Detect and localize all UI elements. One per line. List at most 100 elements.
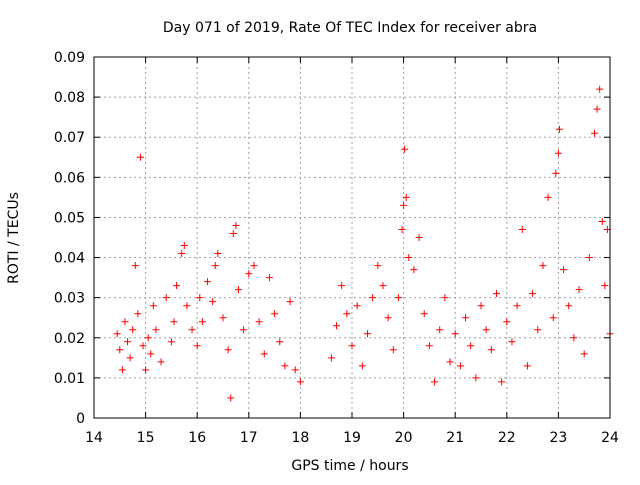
- data-point: [147, 350, 155, 358]
- x-tick-label: 24: [601, 430, 619, 446]
- data-point: [384, 314, 392, 322]
- y-tick-label: 0.07: [54, 130, 85, 146]
- data-point: [134, 310, 142, 318]
- data-point: [513, 302, 521, 310]
- data-point: [131, 262, 139, 270]
- data-point: [327, 354, 335, 362]
- y-tick-label: 0: [76, 411, 85, 427]
- data-point: [178, 250, 186, 258]
- x-tick-label: 15: [137, 430, 155, 446]
- data-point: [198, 318, 206, 326]
- data-point: [245, 270, 253, 278]
- data-point: [401, 145, 409, 153]
- data-point: [183, 302, 191, 310]
- data-point: [113, 330, 121, 338]
- data-point: [271, 310, 279, 318]
- data-point: [149, 302, 157, 310]
- grid-lines: [94, 57, 610, 418]
- data-point: [136, 153, 144, 161]
- data-point: [585, 254, 593, 262]
- data-point: [338, 282, 346, 290]
- data-point: [255, 318, 263, 326]
- y-tick-label: 0.01: [54, 371, 85, 387]
- data-point: [549, 314, 557, 322]
- data-point: [425, 342, 433, 350]
- data-point: [467, 342, 475, 350]
- data-point: [601, 282, 609, 290]
- data-point: [570, 334, 578, 342]
- data-point: [121, 318, 129, 326]
- data-point: [144, 334, 152, 342]
- data-point: [219, 314, 227, 322]
- data-point: [232, 221, 240, 229]
- data-point: [436, 326, 444, 334]
- data-point: [348, 342, 356, 350]
- data-point: [211, 262, 219, 270]
- data-point: [405, 254, 413, 262]
- data-point: [534, 326, 542, 334]
- data-point: [162, 294, 170, 302]
- data-point: [400, 201, 408, 209]
- data-point: [214, 250, 222, 258]
- x-tick-label: 21: [446, 430, 464, 446]
- data-point: [240, 326, 248, 334]
- data-point: [265, 274, 273, 282]
- data-point: [508, 338, 516, 346]
- data-point: [333, 322, 341, 330]
- data-point: [126, 354, 134, 362]
- data-points: [113, 85, 614, 402]
- data-point: [598, 217, 606, 225]
- data-point: [596, 85, 604, 93]
- data-point: [456, 362, 464, 370]
- data-point: [498, 378, 506, 386]
- data-point: [234, 286, 242, 294]
- data-point: [358, 362, 366, 370]
- y-tick-label: 0.08: [54, 90, 85, 106]
- data-point: [118, 366, 126, 374]
- data-point: [227, 394, 235, 402]
- data-point: [420, 310, 428, 318]
- data-point: [343, 310, 351, 318]
- data-point: [462, 314, 470, 322]
- x-tick-label: 17: [240, 430, 258, 446]
- y-tick-label: 0.05: [54, 210, 85, 226]
- data-point: [544, 193, 552, 201]
- data-point: [196, 294, 204, 302]
- data-point: [286, 298, 294, 306]
- data-point: [560, 266, 568, 274]
- data-point: [369, 294, 377, 302]
- data-point: [529, 290, 537, 298]
- data-point: [124, 338, 132, 346]
- data-point: [374, 262, 382, 270]
- data-point: [503, 318, 511, 326]
- data-point: [389, 346, 397, 354]
- y-tick-label: 0.02: [54, 331, 85, 347]
- data-point: [229, 229, 237, 237]
- data-point: [291, 366, 299, 374]
- x-tick-label: 14: [85, 430, 103, 446]
- data-point: [193, 342, 201, 350]
- data-point: [379, 282, 387, 290]
- data-point: [518, 225, 526, 233]
- data-point: [363, 330, 371, 338]
- data-point: [129, 326, 137, 334]
- data-point: [591, 129, 599, 137]
- data-point: [539, 262, 547, 270]
- data-point: [180, 242, 188, 250]
- data-point: [209, 298, 217, 306]
- data-point: [170, 318, 178, 326]
- data-point: [281, 362, 289, 370]
- x-axis-label: GPS time / hours: [291, 458, 408, 474]
- y-axis-label: ROTI / TECUs: [6, 192, 22, 284]
- data-point: [260, 350, 268, 358]
- data-point: [555, 125, 563, 133]
- data-point: [152, 326, 160, 334]
- data-point: [139, 342, 147, 350]
- data-point: [402, 193, 410, 201]
- data-point: [398, 225, 406, 233]
- data-point: [477, 302, 485, 310]
- y-tick-label: 0.09: [54, 50, 85, 66]
- data-point: [554, 149, 562, 157]
